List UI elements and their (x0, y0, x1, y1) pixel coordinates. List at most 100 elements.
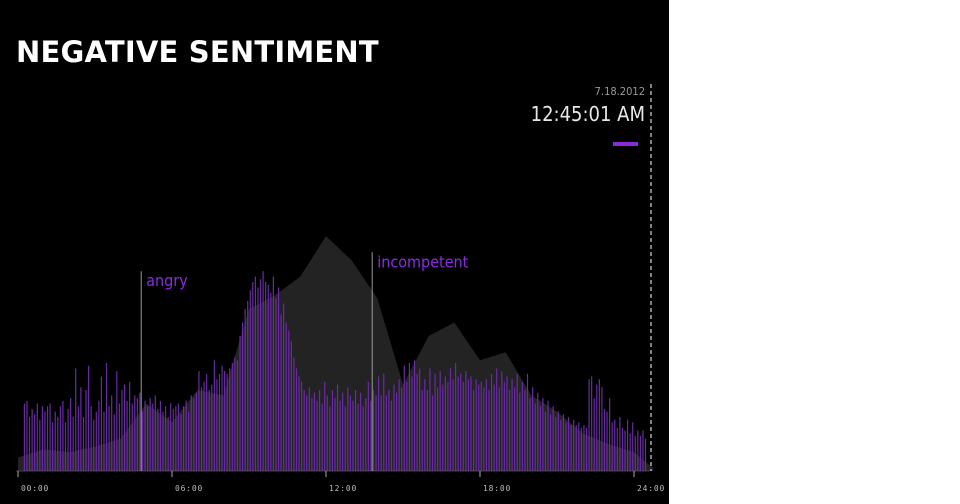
sentiment-bar (567, 417, 570, 471)
sentiment-bar (267, 284, 269, 471)
sentiment-bar (596, 384, 598, 471)
annotation-label: angry (146, 271, 188, 290)
sentiment-bar (403, 365, 405, 471)
sentiment-bar (98, 400, 100, 471)
sentiment-bar (514, 387, 516, 471)
sentiment-bar (375, 395, 377, 471)
sentiment-bar (534, 403, 536, 471)
sentiment-bar (298, 376, 300, 471)
sentiment-bar (241, 322, 244, 471)
sentiment-bar (193, 398, 195, 471)
sentiment-bar (537, 392, 539, 471)
sentiment-bar (170, 403, 172, 471)
sentiment-bar (211, 384, 213, 471)
sentiment-bar (555, 417, 557, 471)
sentiment-bar (275, 298, 277, 471)
sentiment-bar (247, 300, 249, 471)
sentiment-bar (416, 373, 418, 471)
sentiment-bar (108, 406, 110, 471)
sentiment-bar (34, 414, 36, 471)
sentiment-bar (208, 390, 210, 471)
sentiment-bar (644, 438, 647, 471)
sentiment-bar (324, 381, 326, 471)
sentiment-bar (144, 400, 146, 471)
sentiment-bar (388, 390, 390, 471)
sentiment-bar (283, 303, 285, 471)
sentiment-bar (326, 395, 328, 471)
sentiment-bar (313, 392, 316, 471)
sentiment-bar (177, 403, 180, 471)
sentiment-bar (342, 392, 344, 471)
sentiment-bar (526, 373, 529, 471)
sentiment-bar (67, 408, 69, 471)
sentiment-bar (585, 427, 588, 471)
sentiment-bar (224, 371, 226, 471)
sentiment-bar (100, 376, 103, 471)
sentiment-bar (265, 282, 267, 471)
sentiment-bar (632, 422, 634, 471)
sentiment-bar (437, 387, 439, 471)
sentiment-bar (249, 290, 251, 471)
sentiment-bar (449, 368, 452, 471)
sentiment-bar (90, 406, 92, 471)
sentiment-bar (429, 368, 431, 471)
sentiment-bar (506, 376, 508, 471)
sentiment-bar (123, 384, 126, 471)
sentiment-bar (532, 387, 534, 471)
sentiment-bar (493, 384, 495, 471)
sentiment-bar (634, 435, 636, 471)
sentiment-bar (136, 398, 138, 471)
sentiment-bar (316, 400, 318, 471)
sentiment-bar (385, 395, 387, 471)
sentiment-bar (637, 430, 639, 471)
sentiment-bar (516, 373, 518, 471)
sentiment-bar (462, 381, 464, 471)
sentiment-bar (75, 368, 77, 471)
x-tick-label: 00:00 (21, 484, 49, 493)
sentiment-bar (365, 398, 367, 471)
sentiment-bar (524, 390, 526, 471)
sentiment-bar (588, 379, 590, 471)
sentiment-bar (419, 368, 421, 471)
sentiment-bar (621, 427, 624, 471)
sentiment-bar (213, 360, 215, 471)
sentiment-bar (360, 392, 362, 471)
sentiment-bar (393, 384, 395, 471)
x-tick-label: 18:00 (483, 484, 511, 493)
sentiment-bar (485, 379, 488, 471)
sentiment-bar (229, 368, 231, 471)
sentiment-bar (272, 276, 274, 471)
sentiment-bar (203, 381, 205, 471)
sentiment-bar (111, 395, 113, 471)
sentiment-bar (339, 400, 341, 471)
sentiment-bar (231, 363, 233, 471)
sentiment-bar (370, 400, 372, 471)
sentiment-bar (542, 398, 544, 471)
sentiment-bar (26, 400, 28, 471)
sentiment-bar (57, 417, 59, 471)
sentiment-bar (288, 330, 290, 471)
sentiment-bar (619, 417, 621, 471)
sentiment-bar (444, 376, 446, 471)
annotation-layer: angry incompetent (140, 252, 469, 471)
sentiment-bar (626, 419, 629, 471)
sentiment-bar (334, 398, 336, 471)
sentiment-bar (329, 406, 331, 471)
sentiment-bar (126, 400, 128, 471)
sentiment-bar (552, 406, 554, 471)
sentiment-bar (560, 419, 562, 471)
sentiment-bar (457, 376, 459, 471)
sentiment-bar (603, 408, 606, 471)
sentiment-bar (573, 419, 575, 471)
sentiment-bar (87, 365, 90, 471)
sentiment-bar (113, 414, 115, 471)
sentiment-bar (31, 408, 33, 471)
sentiment-bar (185, 400, 187, 471)
sentiment-bar (308, 387, 310, 471)
sentiment-bar (470, 376, 472, 471)
sentiment-bar (175, 406, 177, 471)
sentiment-bar (478, 384, 480, 471)
x-axis: 00:00 06:00 12:00 18:00 24:00 (16, 470, 664, 493)
sentiment-bar (547, 400, 549, 471)
sentiment-bar (578, 422, 580, 471)
